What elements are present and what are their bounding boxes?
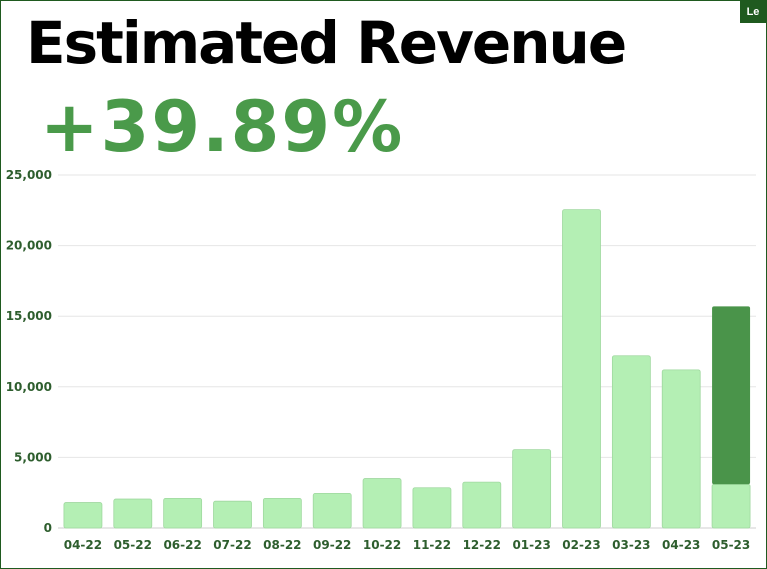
bar-11-22[interactable] — [412, 487, 452, 529]
y-axis-ticks: 0 5,000 10,000 15,000 20,000 25,000 — [6, 168, 52, 535]
bar-08-22[interactable] — [262, 497, 302, 529]
bar-09-22[interactable] — [312, 493, 352, 529]
x-axis-ticks: 04-22 05-22 06-22 07-22 08-22 09-22 10-22 11-22… — [64, 538, 751, 552]
x-tick-label: 01-23 — [512, 538, 550, 552]
bars — [63, 209, 751, 529]
bar-04-23[interactable] — [661, 369, 701, 529]
bar-01-23[interactable] — [512, 449, 552, 529]
bar-12-22[interactable] — [462, 481, 502, 529]
x-tick-label: 03-23 — [612, 538, 650, 552]
corner-badge[interactable]: Le — [740, 1, 766, 23]
y-tick-label: 10,000 — [6, 380, 52, 394]
x-tick-label: 04-23 — [662, 538, 700, 552]
x-tick-label: 10-22 — [363, 538, 401, 552]
x-tick-label: 08-22 — [263, 538, 301, 552]
gridlines — [58, 174, 756, 529]
x-tick-label: 02-23 — [562, 538, 600, 552]
y-tick-label: 15,000 — [6, 309, 52, 323]
bar-05-22[interactable] — [113, 498, 153, 529]
y-tick-label: 20,000 — [6, 239, 52, 253]
y-tick-label: 0 — [44, 521, 52, 535]
bar-04-22[interactable] — [63, 502, 103, 529]
chart-title: Estimated Revenue — [26, 9, 627, 77]
bar-07-22[interactable] — [213, 500, 252, 529]
revenue-change-percent: +39.89% — [40, 86, 405, 168]
bar-02-23[interactable] — [562, 209, 601, 529]
bar-03-23[interactable] — [611, 355, 651, 529]
bar-10-22[interactable] — [362, 478, 402, 529]
bar-increment-05-23[interactable] — [712, 306, 751, 485]
x-tick-label: 04-22 — [64, 538, 102, 552]
bar-05-23[interactable] — [711, 483, 751, 529]
x-tick-label: 07-22 — [213, 538, 251, 552]
bar-06-22[interactable] — [163, 497, 203, 529]
x-tick-label: 05-22 — [114, 538, 152, 552]
x-tick-label: 05-23 — [712, 538, 750, 552]
y-tick-label: 25,000 — [6, 168, 52, 182]
x-tick-label: 12-22 — [463, 538, 501, 552]
x-tick-label: 06-22 — [163, 538, 201, 552]
x-tick-label: 09-22 — [313, 538, 351, 552]
x-tick-label: 11-22 — [413, 538, 451, 552]
y-tick-label: 5,000 — [14, 450, 52, 464]
